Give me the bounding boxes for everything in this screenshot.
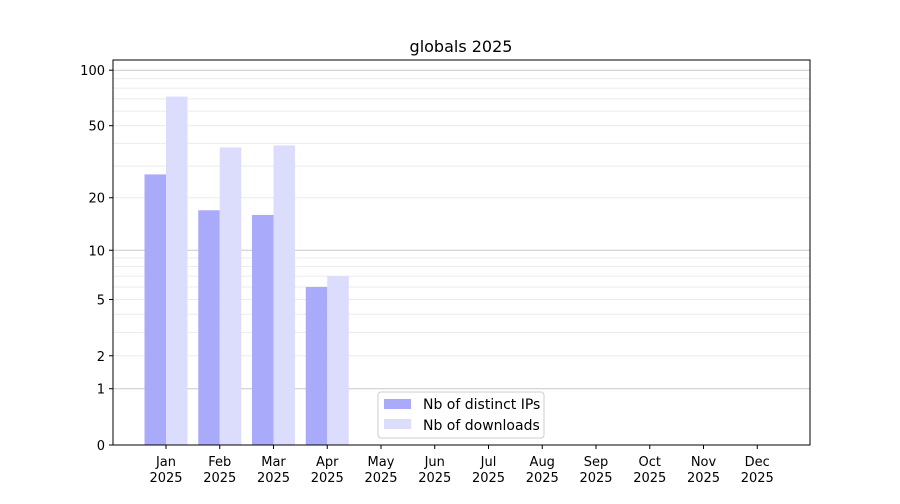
legend: Nb of distinct IPs Nb of downloads — [377, 391, 545, 439]
x-tick-label: May 2025 — [364, 455, 397, 486]
x-tick-label: Jun 2025 — [418, 455, 451, 486]
bar-downloads — [219, 147, 242, 445]
x-tick-label: Nov 2025 — [687, 455, 720, 486]
y-tick-label: 0 — [97, 439, 105, 454]
x-tick-label: Jul 2025 — [472, 455, 505, 486]
x-tick-label: Mar 2025 — [257, 455, 290, 486]
x-tick-label: Jan 2025 — [149, 455, 182, 486]
bar-downloads — [327, 276, 349, 445]
legend-label-ips: Nb of distinct IPs — [423, 397, 540, 413]
x-tick-label: Feb 2025 — [203, 455, 236, 486]
x-tick-label: Oct 2025 — [633, 455, 666, 486]
y-tick-label: 20 — [88, 192, 105, 207]
bar-downloads — [273, 145, 295, 445]
legend-swatch-ips — [384, 399, 411, 409]
y-tick-label: 50 — [88, 120, 105, 135]
x-tick-label: Aug 2025 — [526, 455, 559, 486]
chart-title: globals 2025 — [410, 37, 513, 56]
x-tick-label: Sep 2025 — [579, 455, 612, 486]
legend-label-downloads: Nb of downloads — [423, 418, 540, 434]
x-tick-label: Dec 2025 — [741, 455, 774, 486]
plot-frame — [112, 59, 811, 446]
bar-downloads — [166, 96, 188, 445]
y-tick-label: 2 — [97, 350, 105, 365]
y-tick-label: 1 — [97, 383, 105, 398]
legend-box — [377, 391, 545, 439]
bar-ips — [252, 214, 274, 445]
bar-ips — [198, 210, 220, 445]
legend-swatch-downloads — [384, 419, 411, 429]
y-tick-label: 100 — [80, 64, 105, 79]
y-tick-label: 10 — [88, 244, 105, 259]
bar-ips — [144, 174, 166, 445]
bar-ips — [305, 286, 328, 445]
x-tick-label: Apr 2025 — [311, 455, 344, 486]
y-tick-label: 5 — [97, 293, 105, 308]
